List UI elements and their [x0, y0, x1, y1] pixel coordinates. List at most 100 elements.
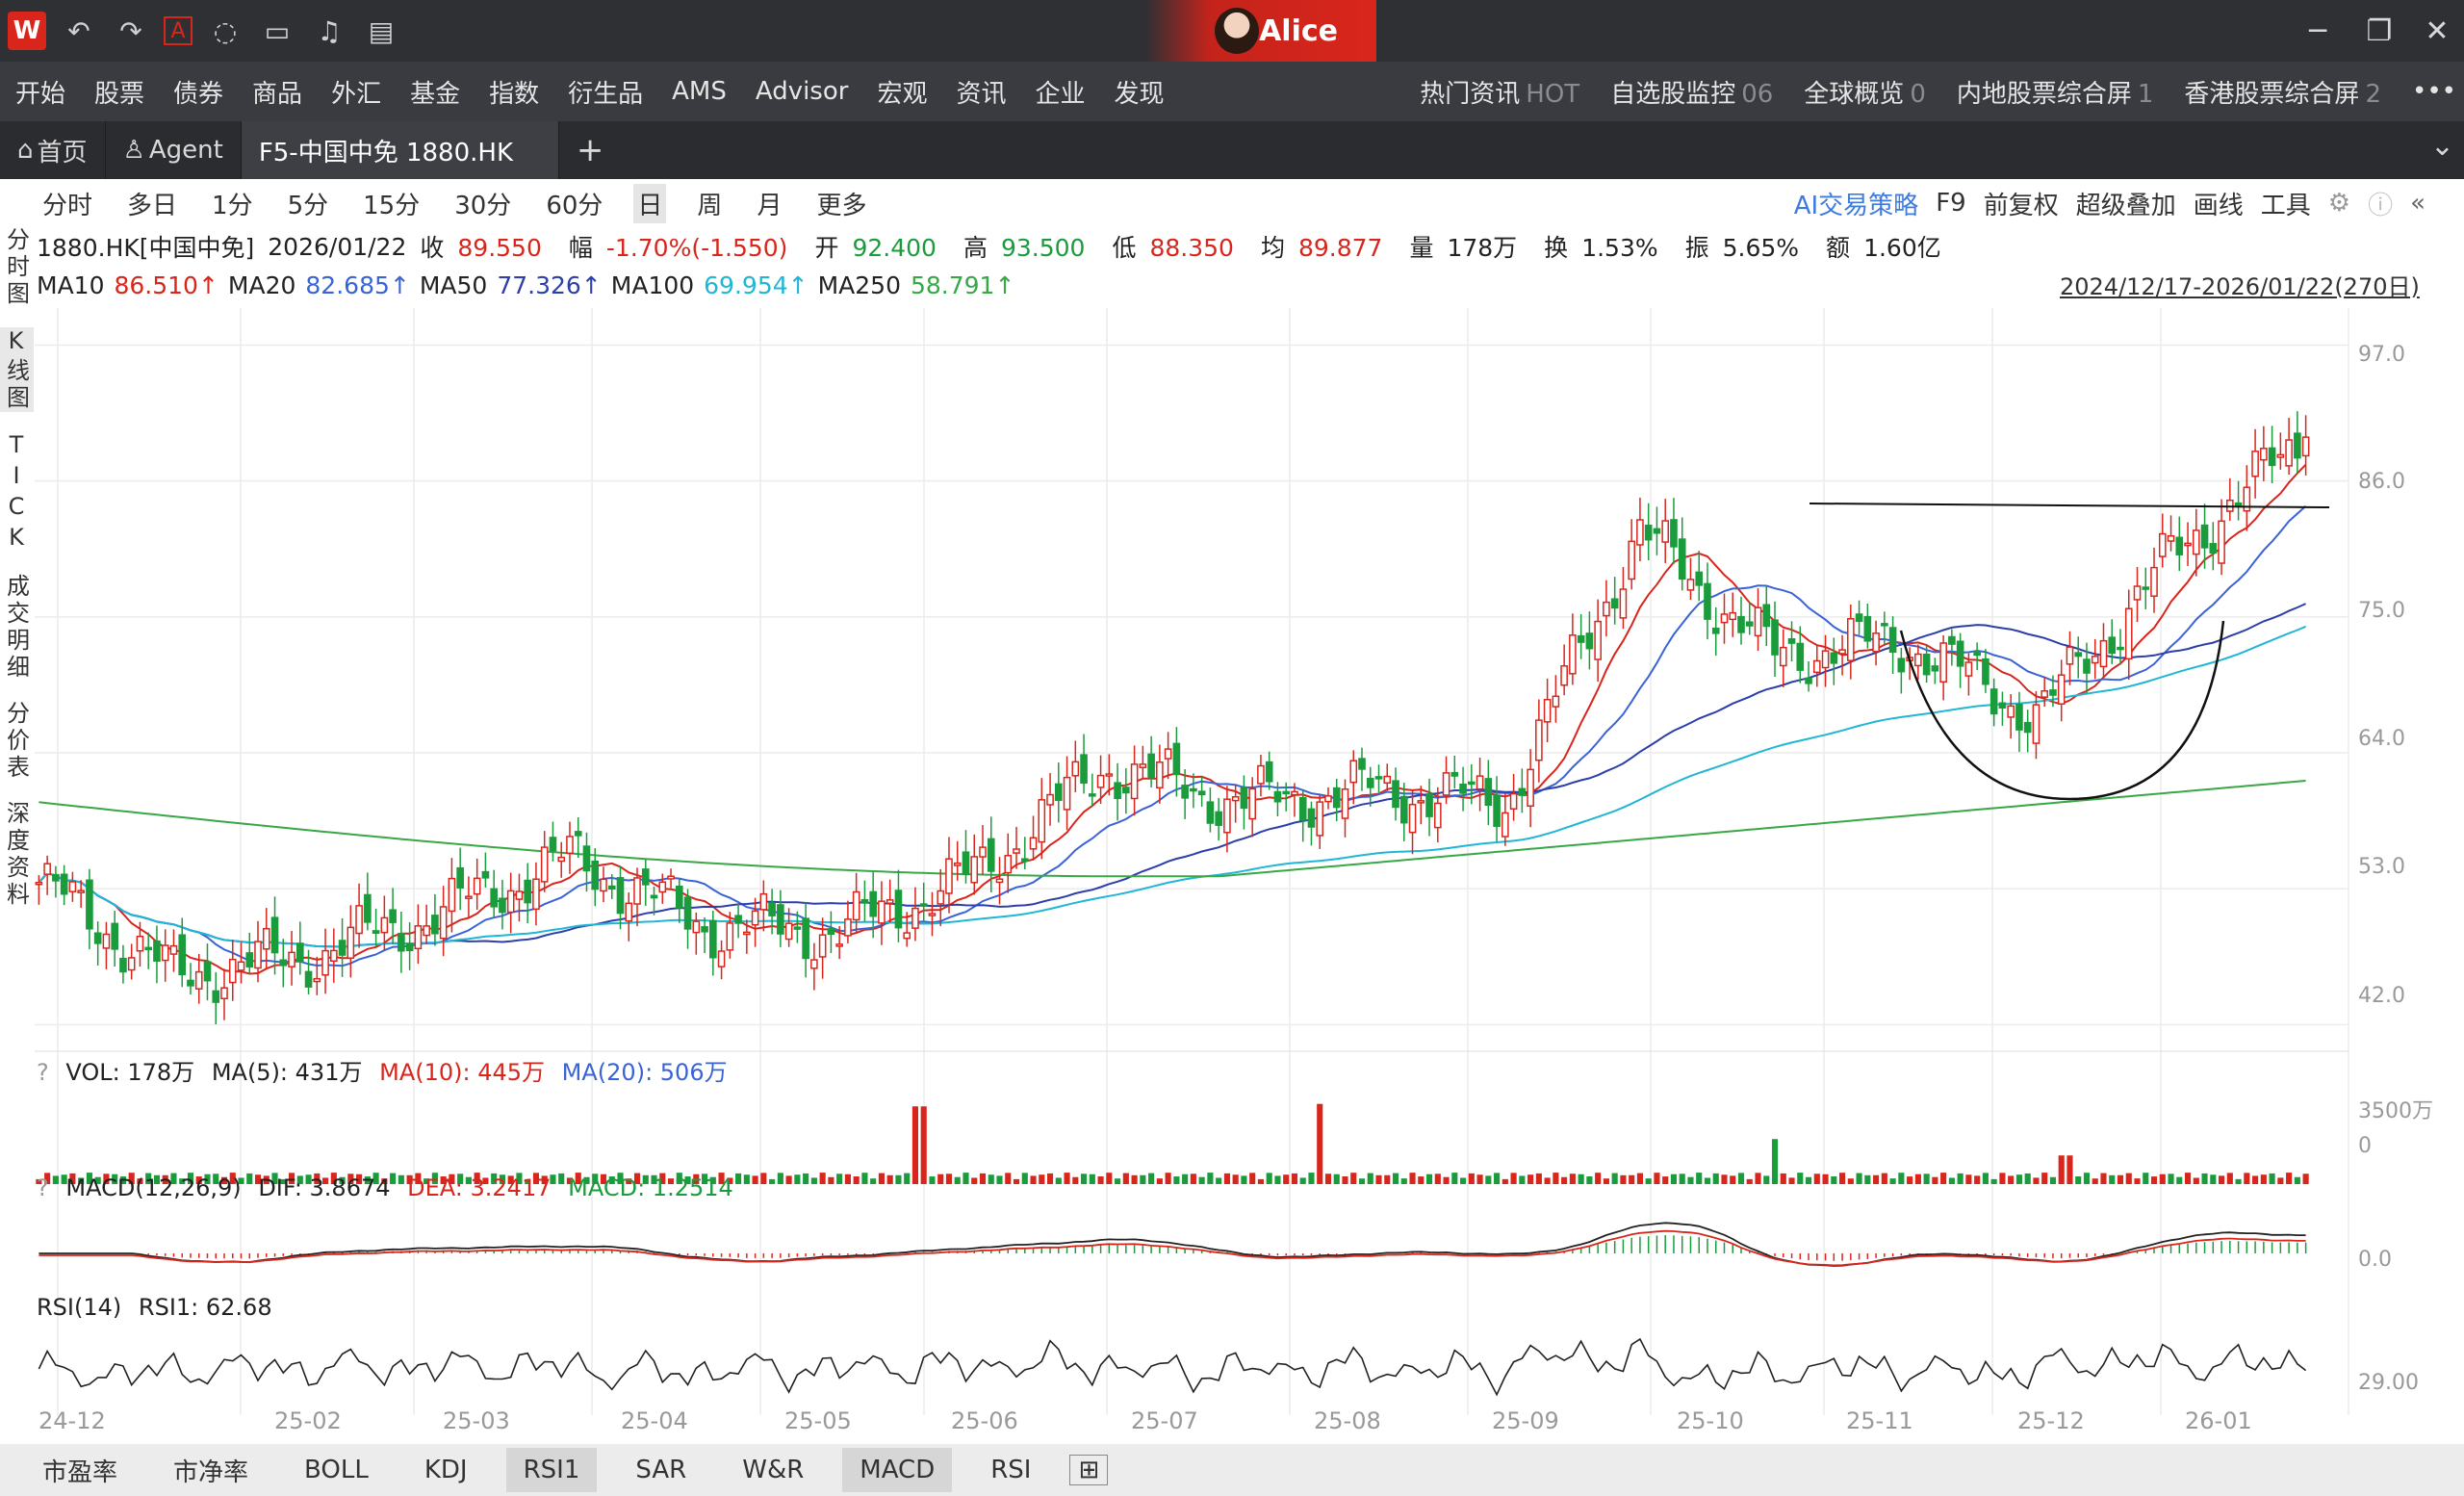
- tab-macd[interactable]: MACD: [842, 1448, 953, 1492]
- menu-item-stocks[interactable]: 股票: [94, 79, 145, 109]
- tab-wr[interactable]: W&R: [742, 1456, 805, 1484]
- freq-30min[interactable]: 30分: [454, 191, 512, 220]
- candle-body: [1745, 621, 1754, 627]
- draw-line-button[interactable]: 画线: [2193, 191, 2244, 220]
- volume-bar: [36, 1178, 42, 1184]
- date-range[interactable]: 2024/12/17-2026/01/22(270日): [2060, 273, 2420, 300]
- volume-bar: [1595, 1173, 1602, 1184]
- menu-item-macro[interactable]: 宏观: [877, 79, 928, 109]
- freq-month[interactable]: 月: [757, 191, 783, 220]
- close-icon[interactable]: ✕: [2425, 13, 2450, 48]
- tab-kdj[interactable]: KDJ: [424, 1456, 468, 1484]
- menu-item-ams[interactable]: AMS: [672, 77, 727, 106]
- volume-bar: [398, 1174, 404, 1184]
- tab-sar[interactable]: SAR: [635, 1456, 687, 1484]
- freq-week[interactable]: 周: [697, 191, 723, 220]
- ai-strategy-button[interactable]: AI交易策略: [1793, 191, 1919, 220]
- freq-5min[interactable]: 5分: [287, 191, 329, 220]
- nav-kline-chart[interactable]: K线图: [0, 327, 34, 412]
- xtick-2503: 25-03: [443, 1407, 510, 1434]
- collapse-tabs-icon[interactable]: ⌄: [2429, 129, 2454, 163]
- menu-item-company[interactable]: 企业: [1035, 79, 1086, 109]
- hk-stocks-screen-link[interactable]: 香港股票综合屏 2: [2184, 74, 2381, 110]
- freq-more[interactable]: 更多: [816, 191, 867, 220]
- tab-rsi1[interactable]: RSI1: [505, 1448, 598, 1492]
- menu-item-fx[interactable]: 外汇: [331, 79, 382, 109]
- kline-chart[interactable]: [0, 221, 2464, 1444]
- tab-pe[interactable]: 市盈率: [42, 1457, 118, 1487]
- volume-bar: [187, 1173, 194, 1184]
- add-tab-button[interactable]: +: [576, 131, 604, 169]
- add-indicator-icon[interactable]: ⊞: [1069, 1455, 1109, 1485]
- collapse-panel-icon[interactable]: «: [2410, 189, 2426, 218]
- volume-bar: [566, 1177, 574, 1184]
- hot-news-link[interactable]: 热门资讯 HOT: [1420, 74, 1579, 110]
- candle-body: [1552, 695, 1560, 708]
- help-icon[interactable]: ⓘ: [2368, 191, 2394, 220]
- candle-body: [894, 890, 903, 929]
- more-menu-icon[interactable]: •••: [2411, 77, 2456, 106]
- help-icon[interactable]: ?: [37, 1059, 49, 1086]
- mainland-stocks-screen-tag: 1: [2137, 79, 2154, 109]
- nav-intraday-chart[interactable]: 分时图: [2, 227, 30, 308]
- user-profile-button[interactable]: Alice: [1145, 0, 1376, 62]
- freq-intraday[interactable]: 分时: [42, 191, 93, 220]
- pdf-icon[interactable]: A: [164, 16, 192, 45]
- bell-icon[interactable]: ♫: [317, 14, 342, 47]
- freq-1min[interactable]: 1分: [212, 191, 253, 220]
- freq-day[interactable]: 日: [633, 183, 667, 223]
- freq-15min[interactable]: 15分: [363, 191, 421, 220]
- tab-agent[interactable]: ♙ Agent: [106, 121, 242, 179]
- menu-item-news[interactable]: 资讯: [956, 79, 1007, 109]
- screen-icon[interactable]: ▭: [264, 14, 291, 47]
- volume-bar: [213, 1174, 219, 1184]
- menu-item-indices[interactable]: 指数: [489, 79, 540, 109]
- adjust-button[interactable]: 前复权: [1983, 191, 2059, 220]
- volume-bar: [979, 1173, 987, 1184]
- volume-bar: [296, 1175, 303, 1184]
- ytick-64: 64.0: [2358, 727, 2405, 751]
- volume-bar: [1451, 1173, 1458, 1184]
- mainland-stocks-screen-link[interactable]: 内地股票综合屏 1: [1957, 74, 2154, 110]
- avatar[interactable]: [1215, 8, 1259, 54]
- watchlist-monitor-link[interactable]: 自选股监控 06: [1610, 74, 1773, 110]
- tab-rsi[interactable]: RSI: [990, 1456, 1032, 1484]
- nav-tick[interactable]: TICK: [3, 431, 30, 555]
- tab-home[interactable]: ⌂ 首页: [0, 121, 106, 179]
- volume-bar: [1291, 1173, 1298, 1184]
- menu-item-start[interactable]: 开始: [15, 79, 66, 109]
- candle-body: [304, 970, 313, 988]
- nav-trade-details[interactable]: 成交明细: [2, 574, 30, 682]
- freq-multiday[interactable]: 多日: [127, 191, 178, 220]
- menu-item-discover[interactable]: 发现: [1114, 79, 1165, 109]
- nav-price-table[interactable]: 分价表: [2, 701, 30, 782]
- f9-button[interactable]: F9: [1936, 189, 1966, 218]
- tab-pb[interactable]: 市净率: [173, 1457, 249, 1487]
- xtick-2601: 26-01: [2185, 1407, 2252, 1434]
- tools-button[interactable]: 工具: [2260, 191, 2311, 220]
- chat-icon[interactable]: ◌: [213, 14, 238, 47]
- redo-icon[interactable]: ↷: [119, 14, 142, 47]
- ytick-53: 53.0: [2358, 855, 2405, 879]
- menu-item-derivatives[interactable]: 衍生品: [568, 79, 644, 109]
- restore-icon[interactable]: ❐: [2366, 13, 2393, 48]
- volume-bar: [1611, 1173, 1618, 1184]
- nav-depth-data[interactable]: 深度资料: [2, 801, 30, 909]
- menu-item-commodities[interactable]: 商品: [252, 79, 303, 109]
- help-icon[interactable]: ?: [37, 1174, 49, 1201]
- menu-item-advisor[interactable]: Advisor: [755, 77, 849, 106]
- settings-icon[interactable]: ⚙: [2327, 189, 2351, 218]
- freq-60min[interactable]: 60分: [546, 191, 603, 220]
- ledger-icon[interactable]: ▤: [368, 14, 395, 47]
- volume-bar: [1418, 1176, 1424, 1184]
- menu-item-funds[interactable]: 基金: [410, 79, 461, 109]
- candle-body: [1964, 661, 1973, 677]
- tab-stock-1880hk[interactable]: F5-中国中免 1880.HK: [241, 121, 559, 179]
- undo-icon[interactable]: ↶: [67, 14, 90, 47]
- tab-boll[interactable]: BOLL: [304, 1456, 369, 1484]
- menu-item-bonds[interactable]: 债券: [173, 79, 224, 109]
- volume-bar: [2294, 1176, 2300, 1184]
- minimize-icon[interactable]: ─: [2308, 13, 2327, 48]
- overlay-button[interactable]: 超级叠加: [2075, 191, 2176, 220]
- global-overview-link[interactable]: 全球概览 0: [1804, 74, 1926, 110]
